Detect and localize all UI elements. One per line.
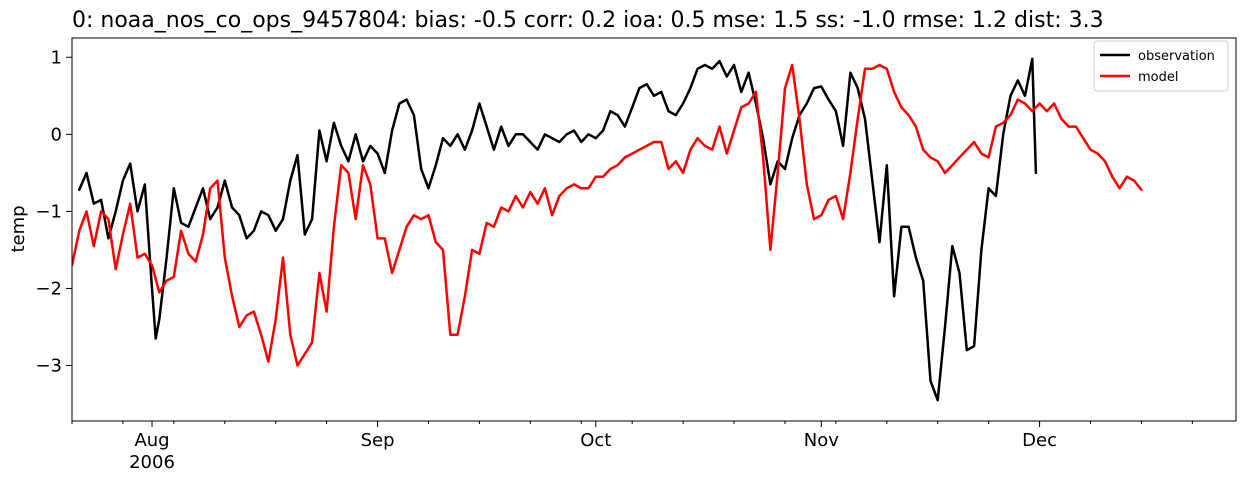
series-line-model: [72, 63, 1143, 367]
y-tick-label: 1: [51, 47, 62, 68]
x-tick-label: Nov: [804, 430, 839, 451]
legend-box: [1093, 40, 1229, 92]
legend: observation model: [1093, 40, 1229, 92]
legend-label-model: model: [1138, 70, 1178, 85]
y-tick-label: 0: [51, 124, 62, 145]
legend-label-observation: observation: [1138, 49, 1215, 64]
y-axis-label: temp: [8, 205, 29, 252]
x-tick-sublabel: 2006: [129, 452, 175, 473]
x-tick-label: Dec: [1022, 430, 1057, 451]
y-tick-label: −1: [35, 201, 62, 222]
y-tick-label: −2: [35, 278, 62, 299]
plot-frame: [71, 37, 1237, 422]
x-tick-label: Oct: [580, 430, 611, 451]
series-line-observation: [78, 57, 1038, 402]
x-tick-label: Sep: [361, 430, 395, 451]
chart-title: 0: noaa_nos_co_ops_9457804: bias: -0.5 c…: [72, 8, 1104, 33]
y-axis: −3 −2 −1 0 1: [35, 47, 72, 377]
y-tick-label: −3: [35, 356, 62, 377]
x-tick-label: Aug: [134, 430, 169, 451]
series-layer: [72, 57, 1143, 402]
